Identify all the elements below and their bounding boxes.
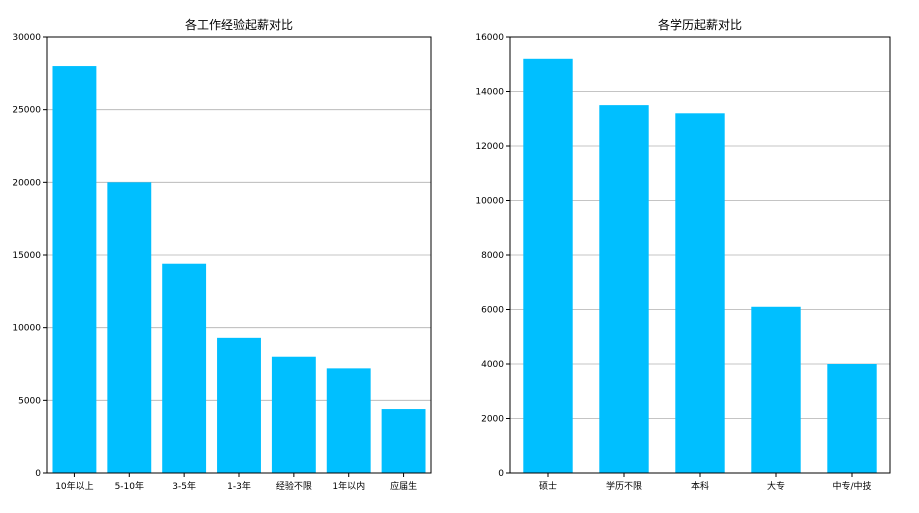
chart-title: 各学历起薪对比 (658, 17, 742, 32)
y-tick-label: 5000 (18, 396, 41, 406)
x-tick-label: 学历不限 (606, 480, 642, 492)
edu-bar-3 (751, 306, 801, 473)
x-tick-label: 1-3年 (227, 480, 251, 492)
exp-bar-4 (271, 356, 316, 473)
plot-frame (46, 36, 432, 474)
exp-bar-0 (52, 66, 97, 474)
edu-bar-0 (523, 58, 573, 474)
exp-bar-2 (162, 263, 207, 473)
y-tick-label: 10000 (12, 324, 41, 334)
x-tick-label: 经验不限 (276, 480, 312, 492)
x-tick-label: 应届生 (390, 480, 417, 492)
y-tick-label: 0 (498, 469, 504, 479)
plot-frame (509, 36, 891, 474)
x-tick-label: 本科 (691, 480, 709, 492)
y-tick-label: 0 (35, 469, 41, 479)
x-tick-label: 5-10年 (115, 480, 144, 492)
x-tick-label: 中专/中技 (832, 480, 871, 492)
y-tick-label: 6000 (481, 306, 504, 316)
x-tick-label: 大专 (767, 480, 785, 492)
y-tick-label: 14000 (475, 88, 504, 98)
x-tick-label: 硕士 (539, 480, 557, 492)
y-tick-label: 30000 (12, 33, 41, 43)
y-tick-label: 16000 (475, 33, 504, 43)
y-tick-label: 25000 (12, 106, 41, 116)
exp-bar-5 (326, 368, 371, 473)
y-tick-label: 8000 (481, 251, 504, 261)
x-tick-label: 10年以上 (55, 480, 93, 492)
exp-bar-6 (381, 409, 426, 473)
exp-bar-1 (107, 182, 152, 474)
x-tick-label: 1年以内 (332, 480, 365, 492)
exp-bar-3 (217, 337, 261, 473)
y-tick-label: 10000 (475, 197, 504, 207)
edu-bar-2 (675, 113, 725, 474)
edu-bar-4 (827, 364, 877, 473)
y-tick-label: 2000 (481, 415, 504, 425)
y-tick-label: 15000 (12, 251, 41, 261)
chart-title: 各工作经验起薪对比 (185, 17, 293, 32)
x-tick-label: 3-5年 (172, 480, 196, 492)
y-tick-label: 4000 (481, 360, 504, 370)
edu-bar-1 (599, 105, 649, 473)
y-tick-label: 20000 (12, 178, 41, 188)
y-tick-label: 12000 (475, 142, 504, 152)
